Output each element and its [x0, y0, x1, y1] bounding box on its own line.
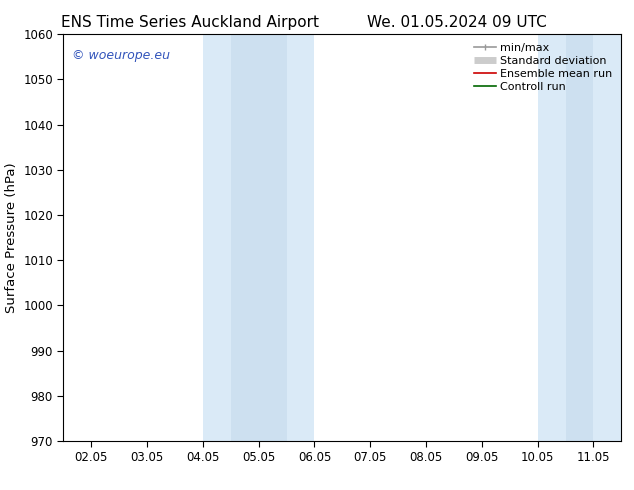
Text: ENS Time Series Auckland Airport: ENS Time Series Auckland Airport — [61, 15, 319, 30]
Legend: min/max, Standard deviation, Ensemble mean run, Controll run: min/max, Standard deviation, Ensemble me… — [470, 40, 616, 95]
Bar — [203, 34, 314, 441]
Y-axis label: Surface Pressure (hPa): Surface Pressure (hPa) — [4, 162, 18, 313]
Text: We. 01.05.2024 09 UTC: We. 01.05.2024 09 UTC — [366, 15, 547, 30]
Bar — [566, 34, 593, 441]
Bar — [538, 34, 621, 441]
Bar — [231, 34, 287, 441]
Text: © woeurope.eu: © woeurope.eu — [72, 49, 170, 62]
